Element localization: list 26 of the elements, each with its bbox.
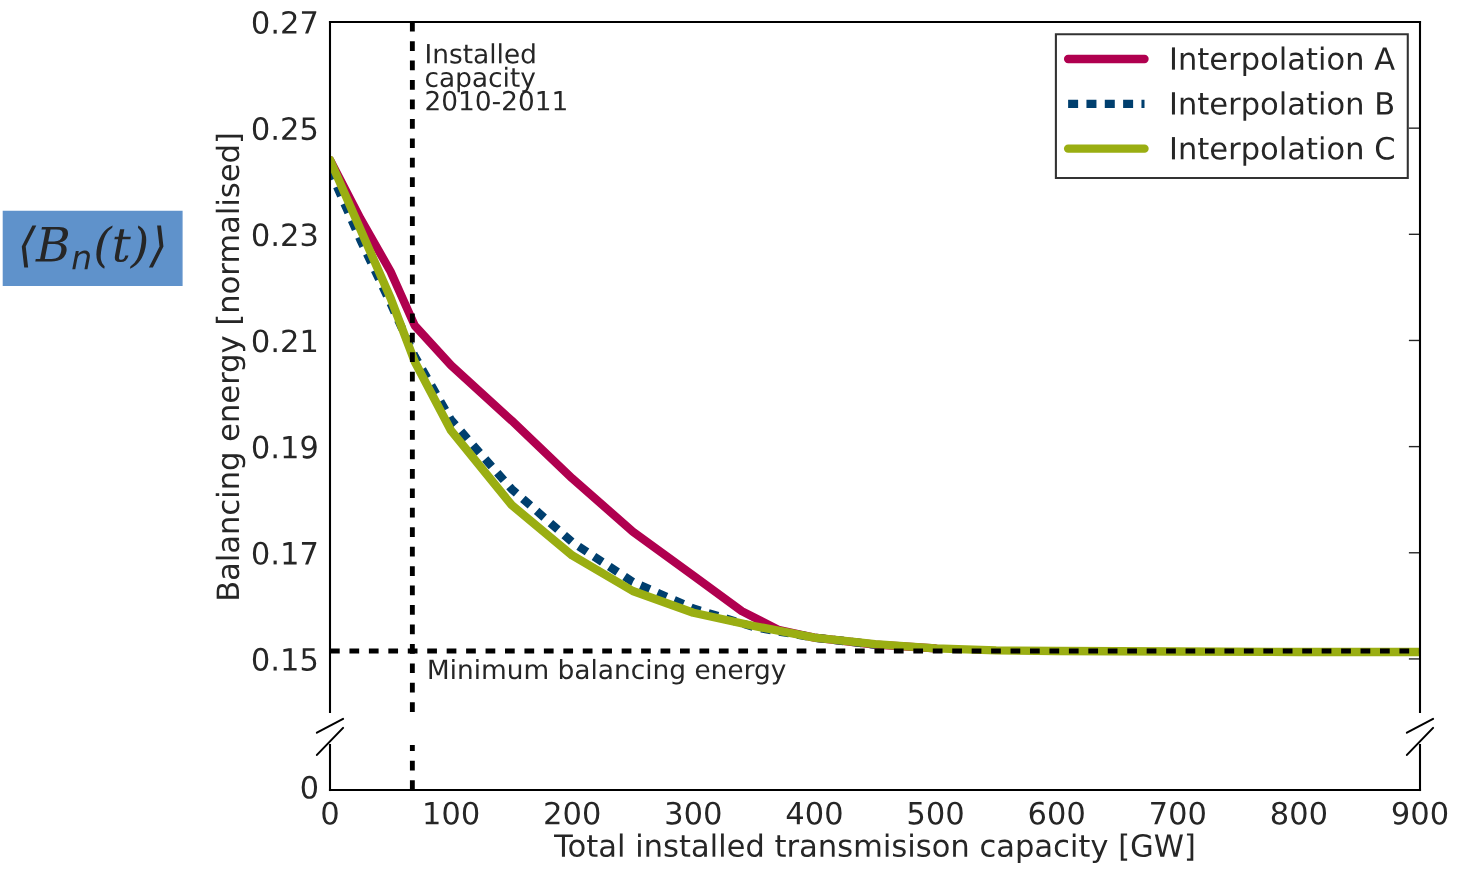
x-tick-label: 400 — [786, 801, 842, 825]
y-tick-label: 0.15 — [252, 647, 317, 671]
legend-label: Interpolation C — [1171, 136, 1394, 166]
legend-label: Interpolation B — [1171, 91, 1394, 121]
x-tick-label: 300 — [666, 801, 721, 825]
y-tick-label: 0.21 — [252, 329, 317, 353]
legend-label: Interpolation A — [1171, 46, 1395, 77]
x-tick-label: 600 — [1029, 801, 1084, 825]
x-axis-title: Total installed transmisison capacity [GW] — [554, 833, 1194, 864]
ref-line-label: Installed capacity 2010-2011 — [425, 43, 566, 111]
x-tick-label: 100 — [425, 801, 479, 825]
y-tick-label: 0.27 — [252, 10, 317, 35]
x-tick-label: 900 — [1392, 801, 1448, 825]
x-tick-label: 200 — [545, 801, 600, 825]
text: 0 — [301, 775, 318, 799]
y-tick-label: 0.25 — [252, 117, 317, 141]
y-tick-label: 0.19 — [252, 435, 317, 459]
x-tick-label: 800 — [1271, 801, 1327, 825]
y-tick-label: 0.23 — [252, 223, 317, 247]
ref-line-label: Minimum balancing energy — [429, 658, 786, 685]
y-tick-label: 0.17 — [252, 541, 317, 565]
x-tick-label: 500 — [908, 801, 963, 825]
y-axis-title: Balancing energy [normalised] — [215, 134, 246, 599]
text: ⟨B$_{n}$(t)⟩ — [21, 225, 164, 270]
x-tick-label: 0 — [322, 801, 338, 825]
x-tick-label: 700 — [1151, 801, 1205, 825]
